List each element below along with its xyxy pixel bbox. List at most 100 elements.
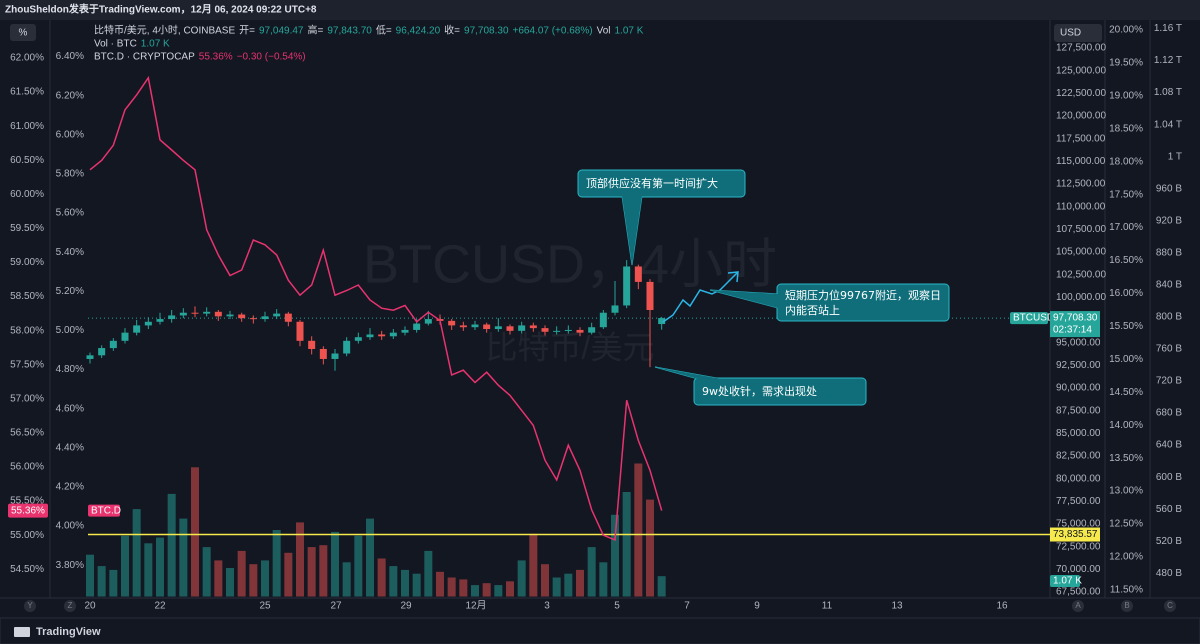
callout-text: 顶部供应没有第一时间扩大 <box>586 177 718 190</box>
scale-toggle[interactable] <box>1164 600 1176 612</box>
candle-body <box>273 313 281 317</box>
volume-bar <box>389 566 398 597</box>
legend-item: Vol · BTC <box>94 39 137 50</box>
candle-body <box>214 311 222 317</box>
legend-item: 1.07 K <box>614 26 643 37</box>
candle-body <box>588 327 596 333</box>
dominance-tick-label: 55.00% <box>10 530 44 541</box>
scale-mode-label[interactable]: % <box>19 28 28 39</box>
volume-bar <box>261 560 269 597</box>
volume-bar <box>646 499 654 597</box>
scale-toggle[interactable] <box>1121 600 1133 612</box>
price-tick-label: 85,000.00 <box>1056 428 1101 439</box>
percent-tick-label: 14.50% <box>1109 387 1143 398</box>
price-tick-label: 120,000.00 <box>1056 111 1106 122</box>
dominance-tick-label: 56.50% <box>10 428 44 439</box>
market-cap-tick-label: 760 B <box>1156 344 1182 355</box>
volume-bar <box>377 558 386 597</box>
scale-mode-button[interactable] <box>10 24 36 41</box>
volume-bar <box>109 569 118 597</box>
time-tick-label: 5 <box>614 601 620 612</box>
bottom-toolbar <box>0 617 1200 644</box>
dominance-line <box>89 75 663 541</box>
currency-label[interactable]: USD <box>1060 28 1081 39</box>
scale-toggle[interactable] <box>1072 600 1084 612</box>
percent-tick-label: 19.00% <box>1109 90 1143 101</box>
volume-bar <box>587 547 596 597</box>
volume-tag <box>1050 575 1080 587</box>
legend-item: 97,049.47 <box>259 26 304 37</box>
candle-body <box>424 319 432 324</box>
dominance-tick-label: 54.50% <box>10 564 44 575</box>
volume-bar <box>634 463 643 597</box>
price-tag-value: 97,708.30 <box>1053 313 1098 324</box>
percent-tick-label: 12.00% <box>1109 552 1143 563</box>
callout-pointer-fill <box>710 290 778 308</box>
percent-tick-label: 12.50% <box>1109 519 1143 530</box>
volume-bar <box>249 564 258 597</box>
dominance-badge <box>88 504 120 517</box>
dominance-tick-label: 59.00% <box>10 257 44 268</box>
percent-tick-label: 19.50% <box>1109 57 1143 68</box>
legend-item: 96,424.20 <box>396 26 441 37</box>
callout-text: 9w处收针，需求出现处 <box>702 385 817 398</box>
dominance-tick-label: 55.50% <box>10 496 44 507</box>
market-cap-tick-label: 1.08 T <box>1154 87 1182 98</box>
candle-body <box>191 312 199 314</box>
volume-bar <box>611 514 619 597</box>
candle-body <box>448 320 456 326</box>
volume-bar <box>296 522 304 597</box>
volume-bar <box>576 569 584 597</box>
dominance-tick-label: 60.00% <box>10 189 44 200</box>
dominance-tick-label: 57.00% <box>10 393 44 404</box>
percent-tick-label: 17.50% <box>1109 189 1143 200</box>
price-tick-label: 102,500.00 <box>1056 269 1106 280</box>
legend-item: 开= <box>239 26 255 37</box>
percent-tick-label: 6.40% <box>56 51 84 62</box>
countdown: 02:37:14 <box>1053 325 1092 336</box>
market-cap-tick-label: 880 B <box>1156 247 1182 258</box>
time-tick-label: 13 <box>891 601 903 612</box>
candle-body <box>109 340 117 349</box>
legend-item: 97,843.70 <box>327 26 372 37</box>
time-tick-label: 20 <box>84 601 96 612</box>
volume-bar <box>319 545 328 597</box>
volume-bar <box>226 568 234 597</box>
volume-bar <box>494 585 503 597</box>
callout-box <box>693 377 867 406</box>
price-tick-label: 107,500.00 <box>1056 224 1106 235</box>
legend-item: 97,708.30 <box>464 26 509 37</box>
volume-bar <box>121 535 129 597</box>
percent-tick-label: 16.50% <box>1109 255 1143 266</box>
scale-toggle[interactable] <box>64 600 76 612</box>
market-cap-tick-label: 480 B <box>1156 568 1182 579</box>
price-tick-label: 95,000.00 <box>1056 337 1101 348</box>
percent-tick-label: 6.20% <box>56 90 84 101</box>
volume-bar <box>354 535 363 597</box>
market-cap-tick-label: 560 B <box>1156 504 1182 515</box>
percent-tick-label: 5.80% <box>56 169 84 180</box>
percent-tick-label: 18.00% <box>1109 156 1143 167</box>
scale-toggle[interactable] <box>24 600 36 612</box>
volume-bar <box>541 564 549 597</box>
candle-body <box>494 326 502 330</box>
volume-bar <box>529 533 538 597</box>
volume-bar <box>599 562 608 597</box>
volume-bar <box>436 571 444 597</box>
candle-body <box>564 329 572 331</box>
volume-bar <box>657 576 666 597</box>
candle-body <box>623 266 631 306</box>
volume-tag-label: 1.07 K <box>1053 576 1082 587</box>
volume-bar <box>284 552 293 597</box>
scale-toggle-label: A <box>1075 601 1081 610</box>
price-tick-label: 122,500.00 <box>1056 88 1106 99</box>
volume-bar <box>156 537 164 597</box>
volume-bar <box>424 550 433 597</box>
currency-button[interactable] <box>1054 24 1102 42</box>
volume-bar <box>214 560 223 597</box>
market-cap-tick-label: 960 B <box>1156 183 1182 194</box>
volume-bar <box>179 518 188 597</box>
legend-item: 收= <box>444 24 460 37</box>
volume-bar <box>86 554 94 597</box>
